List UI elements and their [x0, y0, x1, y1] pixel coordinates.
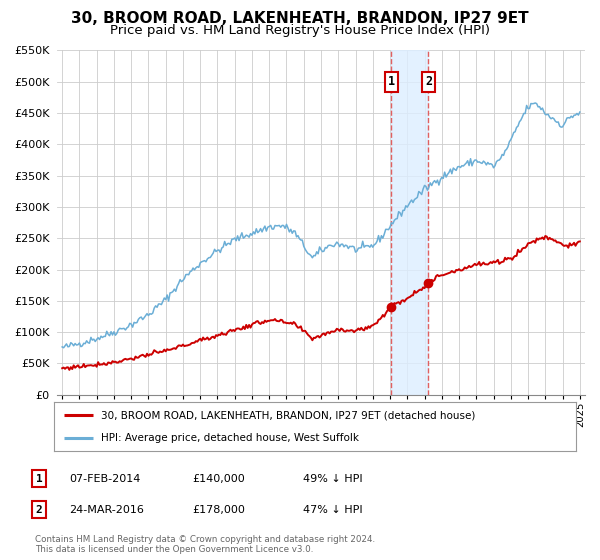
Text: 07-FEB-2014: 07-FEB-2014: [69, 474, 140, 484]
Text: 30, BROOM ROAD, LAKENHEATH, BRANDON, IP27 9ET (detached house): 30, BROOM ROAD, LAKENHEATH, BRANDON, IP2…: [101, 410, 475, 421]
Text: 49% ↓ HPI: 49% ↓ HPI: [303, 474, 362, 484]
Text: £140,000: £140,000: [192, 474, 245, 484]
Text: 1: 1: [35, 474, 43, 484]
Text: 47% ↓ HPI: 47% ↓ HPI: [303, 505, 362, 515]
Text: 1: 1: [388, 75, 395, 88]
Text: HPI: Average price, detached house, West Suffolk: HPI: Average price, detached house, West…: [101, 433, 359, 444]
Text: £178,000: £178,000: [192, 505, 245, 515]
Text: Contains HM Land Registry data © Crown copyright and database right 2024.
This d: Contains HM Land Registry data © Crown c…: [35, 535, 375, 554]
Text: 2: 2: [35, 505, 43, 515]
Bar: [391, 50, 428, 395]
Text: Price paid vs. HM Land Registry's House Price Index (HPI): Price paid vs. HM Land Registry's House …: [110, 24, 490, 37]
Text: 30, BROOM ROAD, LAKENHEATH, BRANDON, IP27 9ET: 30, BROOM ROAD, LAKENHEATH, BRANDON, IP2…: [71, 11, 529, 26]
Text: 24-MAR-2016: 24-MAR-2016: [69, 505, 144, 515]
Text: 2: 2: [425, 75, 432, 88]
